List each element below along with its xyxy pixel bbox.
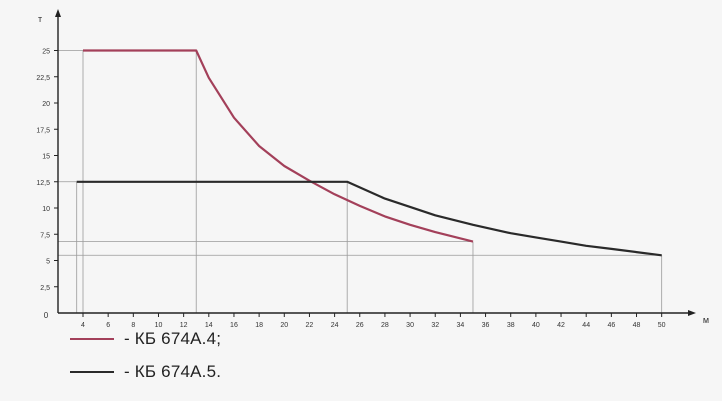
x-tick-label: 26 xyxy=(356,322,364,329)
x-tick-label: 28 xyxy=(381,322,389,329)
x-tick-label: 6 xyxy=(106,322,110,329)
y-tick-label: 7,5 xyxy=(40,232,50,239)
y-axis-unit-label: т xyxy=(38,14,42,24)
y-axis-arrow xyxy=(55,9,61,17)
x-tick-label: 32 xyxy=(431,322,439,329)
x-axis-unit-label: м xyxy=(703,315,709,325)
origin-label: 0 xyxy=(44,311,49,320)
legend-label-kb-674a5: - КБ 674А.5. xyxy=(124,362,222,381)
x-tick-label: 14 xyxy=(205,322,213,329)
x-tick-label: 30 xyxy=(406,322,414,329)
x-tick-label: 46 xyxy=(607,322,615,329)
x-tick-label: 20 xyxy=(280,322,288,329)
y-tick-label: 20 xyxy=(42,101,50,108)
y-tick-label: 12,5 xyxy=(36,180,50,187)
series-line-kb-674a4 xyxy=(83,49,474,243)
y-tick-label: 17,5 xyxy=(36,127,50,134)
y-tick-label: 5 xyxy=(46,259,50,266)
x-tick-label: 50 xyxy=(658,322,666,329)
legend-swatch-kb-674a5 xyxy=(70,371,114,373)
x-tick-label: 24 xyxy=(331,322,339,329)
x-tick-label: 16 xyxy=(230,322,238,329)
x-tick-label: 12 xyxy=(180,322,188,329)
legend-swatch-kb-674a4 xyxy=(70,338,114,340)
x-tick-label: 36 xyxy=(482,322,490,329)
x-axis-arrow xyxy=(688,310,696,316)
x-tick-label: 38 xyxy=(507,322,515,329)
x-tick-label: 48 xyxy=(633,322,641,329)
x-tick-label: 40 xyxy=(532,322,540,329)
legend-label-kb-674a4: - КБ 674А.4; xyxy=(124,329,222,348)
x-tick-label: 10 xyxy=(155,322,163,329)
y-tick-label: 15 xyxy=(42,154,50,161)
x-tick-label: 34 xyxy=(457,322,465,329)
y-tick-label: 22,5 xyxy=(36,75,50,82)
legend-item-kb-674a4: - КБ 674А.4; xyxy=(70,329,221,349)
legend-item-kb-674a5: - КБ 674А.5. xyxy=(70,362,221,382)
y-tick-label: 2,5 xyxy=(40,285,50,292)
x-tick-label: 42 xyxy=(557,322,565,329)
x-tick-label: 4 xyxy=(81,322,85,329)
y-tick-label: 10 xyxy=(42,206,50,213)
x-tick-label: 44 xyxy=(582,322,590,329)
x-tick-label: 22 xyxy=(306,322,314,329)
x-tick-label: 8 xyxy=(131,322,135,329)
x-tick-label: 18 xyxy=(255,322,263,329)
series-line-kb-674a5 xyxy=(76,180,662,257)
y-tick-label: 25 xyxy=(42,49,50,56)
